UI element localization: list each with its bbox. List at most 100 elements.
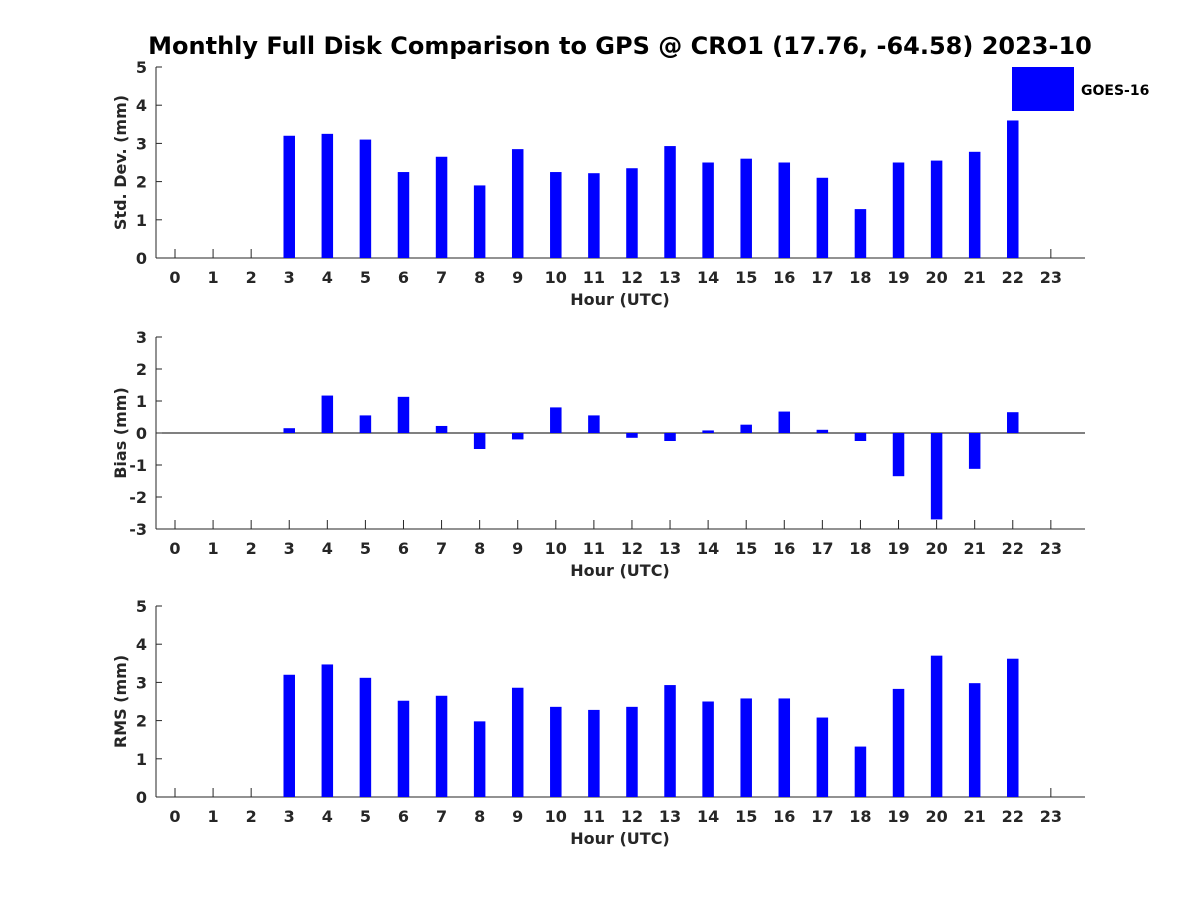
legend: GOES-16	[1012, 67, 1149, 111]
x-tick-label: 22	[1002, 807, 1024, 826]
x-tick-label: 7	[436, 807, 447, 826]
x-tick-label: 18	[849, 539, 871, 558]
bar-hour-12	[626, 706, 638, 797]
x-tick-label: 23	[1040, 539, 1062, 558]
bar-hour-17	[816, 429, 829, 433]
bar-hour-17	[816, 717, 829, 797]
bar-hour-16	[778, 162, 791, 258]
bar-hour-18	[854, 209, 867, 258]
x-tick-label: 14	[697, 807, 719, 826]
bar-hour-12	[626, 433, 638, 438]
x-tick-label: 15	[735, 268, 757, 287]
x-tick-label: 9	[512, 539, 523, 558]
x-tick-label: 10	[545, 807, 567, 826]
bar-hour-15	[740, 698, 752, 797]
x-axis-label: Hour (UTC)	[570, 290, 670, 309]
bar-hour-18	[854, 746, 867, 797]
y-axis-label: Std. Dev. (mm)	[111, 95, 130, 230]
x-tick-label: 15	[735, 807, 757, 826]
x-tick-label: 23	[1040, 807, 1062, 826]
x-tick-label: 13	[659, 268, 681, 287]
bar-hour-3	[283, 428, 295, 433]
bar-hour-12	[626, 168, 638, 258]
y-tick-label: 1	[136, 211, 147, 230]
bar-hour-7	[435, 156, 448, 258]
x-tick-label: 6	[398, 539, 409, 558]
chart-title: Monthly Full Disk Comparison to GPS @ CR…	[148, 32, 1092, 60]
x-tick-label: 23	[1040, 268, 1062, 287]
x-tick-label: 6	[398, 268, 409, 287]
bar-hour-21	[968, 151, 981, 258]
x-tick-label: 3	[284, 807, 295, 826]
bar-hour-22	[1007, 120, 1019, 258]
x-tick-label: 11	[583, 539, 605, 558]
x-axis-label: Hour (UTC)	[570, 561, 670, 580]
bar-hour-18	[854, 433, 867, 441]
bar-hour-17	[816, 177, 829, 258]
x-tick-label: 7	[436, 539, 447, 558]
y-tick-label: 1	[136, 392, 147, 411]
bar-hour-10	[550, 172, 562, 258]
bar-hour-22	[1007, 412, 1019, 433]
y-axis-label: RMS (mm)	[111, 655, 130, 748]
bar-hour-9	[511, 149, 524, 258]
y-tick-label: 0	[136, 249, 147, 268]
x-tick-label: 4	[322, 268, 333, 287]
x-tick-label: 21	[964, 268, 986, 287]
x-tick-label: 5	[360, 807, 371, 826]
x-axis-label: Hour (UTC)	[570, 829, 670, 848]
bar-hour-11	[588, 173, 600, 258]
bar-hour-20	[930, 160, 943, 258]
x-tick-label: 7	[436, 268, 447, 287]
bar-hour-20	[930, 433, 943, 520]
bar-hour-9	[511, 433, 524, 440]
bar-hour-11	[588, 709, 600, 797]
x-tick-label: 9	[512, 807, 523, 826]
bar-hour-6	[397, 396, 410, 433]
y-tick-label: 3	[136, 328, 147, 347]
x-tick-label: 12	[621, 539, 643, 558]
x-tick-label: 21	[964, 807, 986, 826]
legend-label-goes-16: GOES-16	[1081, 83, 1149, 99]
bar-hour-19	[892, 162, 905, 258]
x-tick-label: 11	[583, 268, 605, 287]
bar-hour-8	[473, 433, 486, 449]
bar-hour-4	[321, 395, 334, 433]
bar-hour-14	[702, 430, 714, 433]
y-tick-label: 0	[136, 424, 147, 443]
bar-hour-7	[435, 425, 448, 433]
x-tick-label: 1	[208, 807, 219, 826]
bar-hour-20	[930, 655, 943, 797]
bar-hour-10	[550, 407, 562, 433]
x-tick-label: 20	[925, 268, 947, 287]
x-tick-label: 8	[474, 807, 485, 826]
bar-hour-14	[702, 162, 714, 258]
x-tick-label: 17	[811, 807, 833, 826]
bar-hour-5	[359, 415, 372, 433]
x-tick-label: 9	[512, 268, 523, 287]
bar-hour-21	[968, 433, 981, 469]
x-tick-label: 14	[697, 268, 719, 287]
x-tick-label: 17	[811, 268, 833, 287]
bar-hour-6	[397, 172, 410, 258]
bar-hour-14	[702, 701, 714, 797]
bar-hour-5	[359, 139, 372, 258]
x-tick-label: 18	[849, 268, 871, 287]
x-tick-label: 0	[169, 268, 180, 287]
bar-hour-15	[740, 158, 752, 258]
x-tick-label: 16	[773, 807, 795, 826]
bar-hour-5	[359, 677, 372, 797]
bar-hour-9	[511, 687, 524, 797]
bar-hour-19	[892, 688, 905, 797]
y-tick-label: -2	[129, 488, 147, 507]
bar-hour-13	[664, 433, 676, 441]
x-tick-label: 20	[925, 807, 947, 826]
y-tick-label: -1	[129, 456, 147, 475]
x-tick-label: 14	[697, 539, 719, 558]
y-axis-label: Bias (mm)	[111, 387, 130, 479]
x-tick-label: 22	[1002, 539, 1024, 558]
x-tick-label: 19	[887, 539, 909, 558]
bar-hour-6	[397, 700, 410, 797]
